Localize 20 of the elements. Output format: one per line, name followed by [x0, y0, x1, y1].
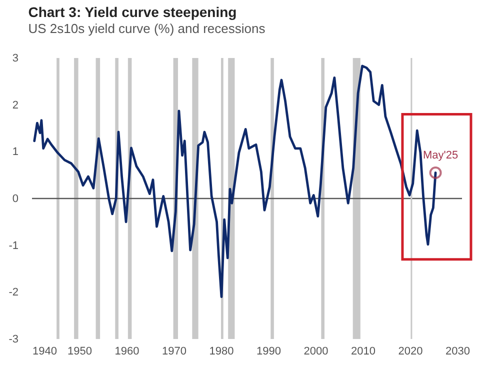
y-tick-label: 2 — [12, 99, 18, 112]
x-tick-label: 2000 — [304, 346, 328, 358]
y-tick-label: 0 — [12, 193, 18, 205]
x-tick-label: 1980 — [209, 346, 234, 358]
x-tick-label: 2010 — [351, 346, 376, 358]
x-tick-label: 1970 — [162, 346, 186, 358]
x-tick-label: 2020 — [398, 346, 423, 358]
x-tick-label: 1990 — [256, 346, 282, 358]
x-tick-label: 1940 — [32, 346, 57, 358]
annotation: May'25 — [422, 150, 458, 162]
x-tick-label: 1950 — [68, 346, 92, 358]
chart-subtitle: US 2s10s yield curve (%) and recessions — [28, 21, 266, 36]
x-tick-label: 2030 — [446, 346, 470, 358]
y-tick-label: 1 — [12, 146, 18, 158]
y-tick-label: 3 — [12, 52, 18, 64]
chart-title: Chart 3: Yield curve steepening — [28, 4, 237, 20]
y-tick-label: -3 — [8, 334, 18, 346]
x-tick-label: 1960 — [114, 346, 140, 358]
y-tick-label: -1 — [8, 240, 18, 252]
y-tick-label: -2 — [8, 286, 18, 299]
